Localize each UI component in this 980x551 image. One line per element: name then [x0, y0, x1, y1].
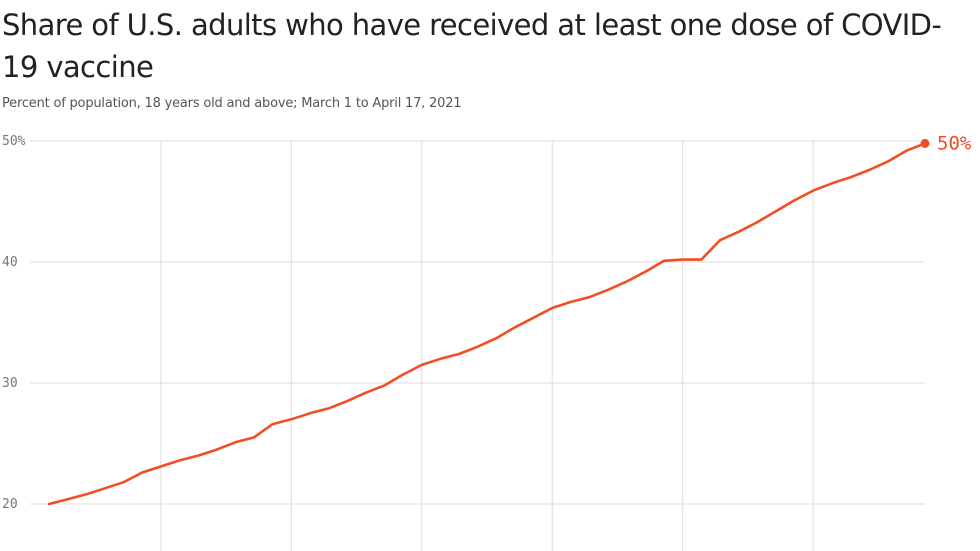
chart-title: Share of U.S. adults who have received a…: [2, 8, 942, 84]
chart-end-marker-group: 50%: [920, 132, 972, 154]
chart-series: [47, 142, 927, 506]
end-value-label: 50%: [937, 132, 972, 154]
series-line: [47, 142, 927, 506]
end-point-marker: [920, 138, 930, 148]
y-tick-label: 20: [2, 497, 18, 512]
chart-subtitle: Percent of population, 18 years old and …: [2, 96, 462, 111]
y-axis-ticks: 50% 40 30 20: [2, 134, 26, 512]
y-tick-label: 40: [2, 255, 18, 270]
y-tick-label: 30: [2, 376, 18, 391]
chart-grid: [30, 140, 925, 551]
y-tick-label: 50%: [2, 134, 26, 149]
